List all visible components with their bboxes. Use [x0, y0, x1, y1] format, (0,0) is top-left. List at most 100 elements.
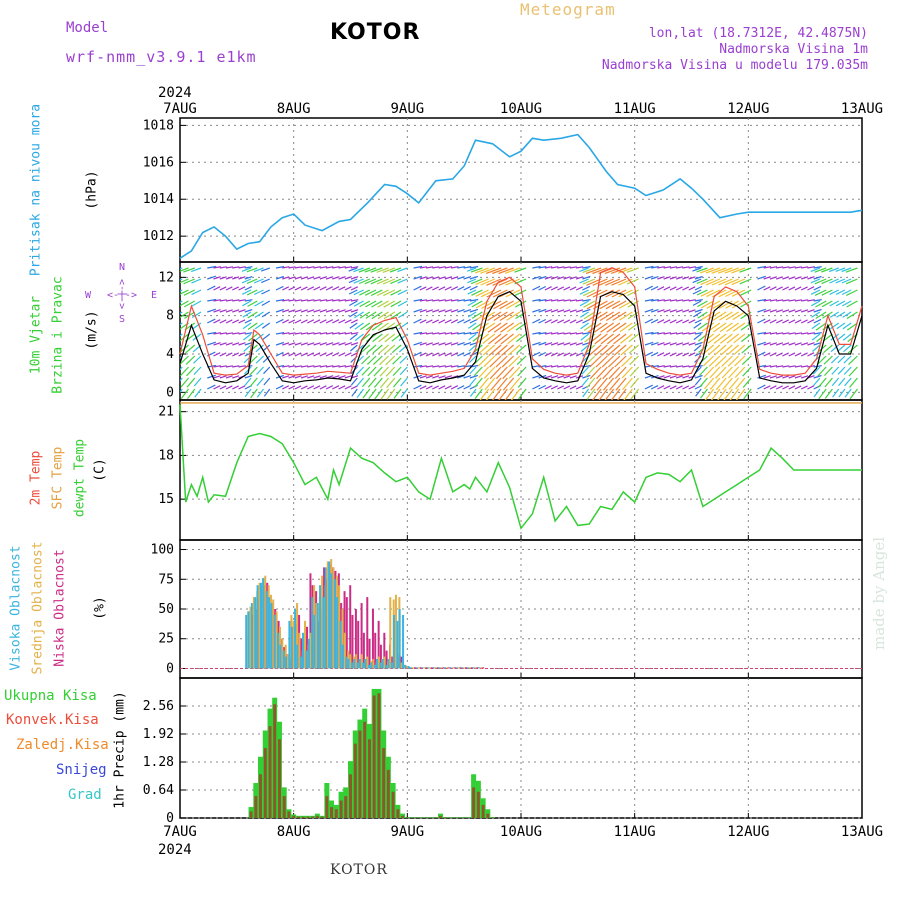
cloud-bar-high-43	[367, 664, 370, 669]
wind-vector-9-11	[238, 385, 246, 390]
precip-conv-bar-40	[439, 815, 443, 818]
cloud-bar-mid-2	[252, 597, 255, 669]
wind-vector-79-8	[675, 352, 683, 357]
wind-vector-60-5	[557, 319, 565, 324]
wind-vector-41-0	[438, 266, 446, 269]
wind-vector-24-4	[332, 309, 340, 313]
wind-vector-46-10	[469, 374, 479, 379]
wind-vector-75-8	[650, 352, 659, 357]
wind-vector-57-4	[538, 308, 547, 313]
wind-vector-26-9	[344, 365, 353, 368]
wind-vector-85-4	[701, 311, 714, 321]
wind-vector-13-0	[253, 267, 264, 273]
wind-vector-11-2	[242, 289, 252, 295]
wind-vector-26-0	[344, 266, 353, 269]
precip-conv-bar-49	[481, 804, 485, 818]
wind-vector-11-9	[243, 366, 252, 375]
wind-vector-74-11	[644, 384, 653, 390]
precip-conv-bar-6	[277, 739, 281, 818]
wind-vector-83-2	[692, 289, 702, 295]
wind-vector-77-4	[663, 309, 671, 313]
wind-vector-13-1	[253, 278, 264, 284]
wind-vector-26-7	[344, 342, 352, 346]
wind-vector-97-6	[788, 332, 796, 335]
wind-vector-66-5	[583, 322, 596, 331]
wind-vector-108-3	[846, 300, 858, 308]
wind-vector-87-11	[717, 388, 727, 400]
wind-vector-69-11	[604, 388, 615, 400]
wind-vector-15-2	[275, 285, 284, 291]
wind-vector-46-8	[469, 351, 478, 357]
wind-vector-80-9	[682, 365, 690, 368]
wind-speed-line	[179, 291, 863, 384]
wind-vector-79-6	[676, 332, 684, 335]
wind-vector-88-1	[718, 278, 733, 286]
wind-vector-13-9	[256, 366, 264, 375]
wind-vector-44-7	[457, 342, 465, 346]
wind-vector-33-6	[378, 333, 389, 343]
wind-vector-47-3	[467, 300, 477, 307]
wind-vector-101-6	[813, 332, 822, 335]
bottom-day-label-6: 13AUG	[841, 824, 883, 840]
tick-label-1-1: 4	[166, 347, 174, 362]
wind-vector-73-7	[628, 344, 640, 354]
wind-vector-35-4	[390, 311, 402, 319]
wind-vector-15-0	[275, 266, 285, 269]
cloud-bar-low-43	[371, 609, 374, 669]
wind-vectors	[180, 265, 858, 400]
cloud-bar-mid-10	[275, 611, 278, 669]
wind-vector-25-6	[338, 332, 347, 335]
wind-vector-9-0	[238, 266, 246, 269]
wind-vector-35-8	[392, 355, 402, 365]
wind-vector-105-2	[829, 289, 839, 295]
wind-vector-1-0	[180, 267, 189, 272]
wind-vector-4-7	[207, 341, 216, 346]
wind-vector-7-10	[225, 375, 233, 379]
wind-vector-58-1	[544, 276, 553, 280]
wind-vector-80-5	[682, 319, 690, 324]
wind-vector-108-4	[846, 311, 858, 320]
wind-vector-1-10	[180, 377, 189, 388]
wind-vector-22-5	[319, 319, 327, 324]
wind-vector-103-6	[816, 333, 827, 343]
precip-conv-bar-27	[377, 693, 381, 818]
wind-vector-106-0	[835, 267, 846, 272]
wind-vector-89-7	[727, 344, 740, 356]
wind-vector-43-5	[450, 319, 459, 324]
wind-vector-21-1	[313, 276, 321, 280]
wind-vector-8-8	[232, 352, 239, 357]
wind-vector-16-9	[282, 365, 290, 368]
wind-vector-89-11	[729, 388, 740, 400]
wind-vector-82-10	[694, 374, 703, 379]
wind-vector-32-3	[371, 300, 383, 308]
wind-vector-78-4	[669, 309, 677, 313]
wind-vector-6-5	[219, 319, 227, 324]
wind-vector-67-1	[586, 278, 602, 286]
wind-vector-17-0	[288, 266, 296, 269]
cloud-bar-high-74	[455, 667, 458, 669]
cloud-bar-mid-1	[249, 606, 252, 669]
wind-vector-63-3	[576, 299, 584, 302]
wind-vector-82-0	[694, 266, 703, 269]
wind-vector-52-7	[494, 344, 508, 356]
wind-vector-70-4	[605, 311, 621, 322]
wind-vector-74-3	[644, 298, 654, 302]
wind-vector-44-2	[457, 286, 465, 291]
wind-vector-75-11	[650, 385, 659, 390]
wind-vector-25-5	[338, 319, 346, 324]
cloud-bar-mid-56	[406, 666, 409, 669]
wind-vector-98-0	[794, 266, 803, 269]
gust-line	[179, 267, 863, 376]
precip-conv-bar-26	[372, 695, 376, 818]
wind-vector-108-2	[846, 289, 858, 296]
wind-vector-20-2	[307, 286, 315, 291]
wind-vector-73-8	[629, 355, 640, 366]
cloud-bar-mid-72	[451, 667, 454, 669]
wind-vector-40-8	[432, 352, 439, 357]
wind-vector-36-4	[398, 311, 408, 319]
wind-vector-52-2	[492, 289, 508, 298]
wind-vector-17-1	[288, 276, 296, 280]
cloud-bar-high-70	[444, 667, 447, 669]
wind-vector-99-2	[800, 286, 808, 291]
wind-vector-54-7	[507, 344, 521, 356]
